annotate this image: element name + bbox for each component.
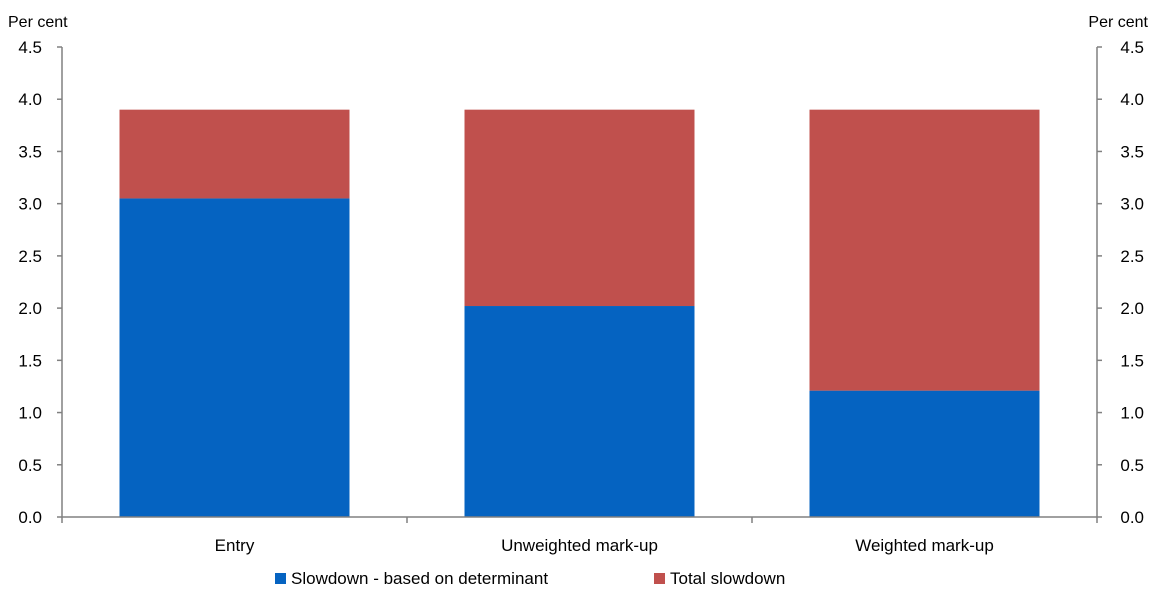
bar-determinant-0 xyxy=(119,198,350,517)
legend-swatch-determinant xyxy=(275,573,286,584)
bar-total-0 xyxy=(119,109,350,199)
y-tick-label-right: 2.0 xyxy=(1120,299,1144,318)
y-tick-label-left: 2.0 xyxy=(18,299,42,318)
y-tick-label-left: 4.0 xyxy=(18,90,42,109)
y-tick-label-left: 1.0 xyxy=(18,404,42,423)
legend: Slowdown - based on determinant Total slo… xyxy=(275,569,785,588)
y-tick-label-left: 3.0 xyxy=(18,195,42,214)
legend-label-total: Total slowdown xyxy=(670,569,785,588)
y-tick-label-left: 0.0 xyxy=(18,508,42,527)
bar-total-1 xyxy=(464,109,695,307)
y-tick-label-right: 4.5 xyxy=(1120,38,1144,57)
category-labels: Entry Unweighted mark-up Weighted mark-up xyxy=(215,536,994,555)
left-tick-labels: 0.0 0.5 1.0 1.5 2.0 2.5 3.0 3.5 4.0 4.5 xyxy=(18,38,42,527)
y-axis-unit-left: Per cent xyxy=(8,14,68,31)
y-tick-label-left: 0.5 xyxy=(18,456,42,475)
bar-determinant-1 xyxy=(464,306,695,517)
axes-group xyxy=(57,46,1102,523)
legend-label-determinant: Slowdown - based on determinant xyxy=(291,569,548,588)
y-tick-label-right: 3.5 xyxy=(1120,142,1144,161)
y-tick-label-left: 4.5 xyxy=(18,38,42,57)
bar-total-2 xyxy=(809,109,1040,391)
y-axis-unit-right: Per cent xyxy=(1088,14,1148,31)
bars-group xyxy=(119,109,1040,517)
category-label: Entry xyxy=(215,536,255,555)
bar-determinant-2 xyxy=(809,390,1040,517)
y-tick-label-right: 2.5 xyxy=(1120,247,1144,266)
right-tick-labels: 0.0 0.5 1.0 1.5 2.0 2.5 3.0 3.5 4.0 4.5 xyxy=(1120,38,1144,527)
legend-swatch-total xyxy=(654,573,665,584)
y-tick-label-right: 0.0 xyxy=(1120,508,1144,527)
y-tick-label-right: 4.0 xyxy=(1120,90,1144,109)
y-tick-label-left: 2.5 xyxy=(18,247,42,266)
y-tick-label-right: 1.0 xyxy=(1120,404,1144,423)
category-label: Unweighted mark-up xyxy=(501,536,658,555)
y-tick-label-right: 1.5 xyxy=(1120,351,1144,370)
y-tick-label-right: 0.5 xyxy=(1120,456,1144,475)
y-tick-label-left: 1.5 xyxy=(18,351,42,370)
y-tick-label-left: 3.5 xyxy=(18,142,42,161)
y-tick-label-right: 3.0 xyxy=(1120,195,1144,214)
category-label: Weighted mark-up xyxy=(855,536,994,555)
